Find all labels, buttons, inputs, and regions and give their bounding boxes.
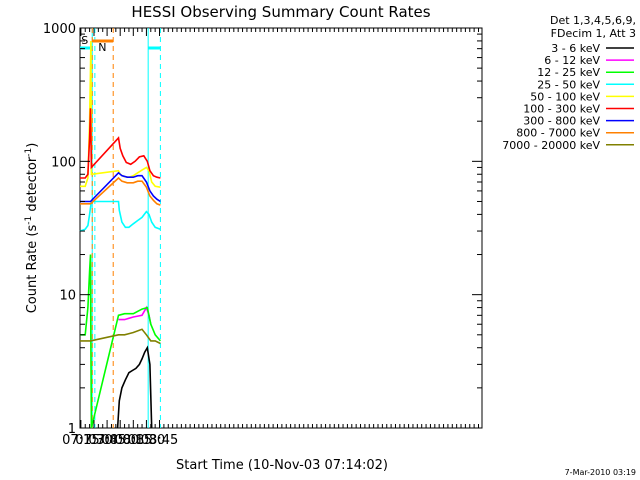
x-tick-label: 08:30 <box>128 433 165 448</box>
y-tick-label: 1000 <box>43 22 76 37</box>
series-line <box>79 200 161 232</box>
interval-markers: SN <box>80 28 161 428</box>
x-tick-label: 08:45 <box>141 433 178 448</box>
chart-title: HESSI Observing Summary Count Rates <box>131 3 430 21</box>
y-label-part: ) <box>25 143 40 148</box>
legend-entry-label: 3 - 6 keV <box>551 42 600 55</box>
legend-header-line: Det 1,3,4,5,6,9, <box>550 14 636 27</box>
series-line <box>80 176 161 206</box>
y-tick-label: 100 <box>51 155 76 170</box>
legend-entry-label: 300 - 800 keV <box>523 115 600 128</box>
y-tick-label: 1 <box>68 422 76 437</box>
plot-frame <box>79 27 483 429</box>
legend-entry-label: 800 - 7000 keV <box>516 127 600 140</box>
y-label-part: detector <box>25 156 40 216</box>
legend-entry-label: 12 - 25 keV <box>537 66 600 79</box>
legend-entry-label: 6 - 12 keV <box>544 54 600 67</box>
y-axis-label: Count Rate (s-1 detector-1) <box>24 143 40 314</box>
legend-entry-label: 100 - 300 keV <box>523 103 600 116</box>
series-line <box>80 108 161 179</box>
series-line <box>80 254 162 429</box>
legend-header-line: FDecim 1, Att 3 <box>551 27 636 40</box>
night-label: N <box>98 41 106 54</box>
series-line <box>80 171 161 203</box>
y-tick-label: 10 <box>59 289 76 304</box>
y-axis-ticks: 1 10 100 1000 <box>43 22 482 437</box>
x-tick-label: 07:45 <box>88 433 125 448</box>
legend: Det 1,3,4,5,6,9, FDecim 1, Att 3 3 - 6 k… <box>502 14 636 152</box>
series-line <box>118 305 152 325</box>
series-line <box>80 328 161 345</box>
x-tick-label: 07:15 <box>62 433 99 448</box>
series-line <box>116 345 153 429</box>
y-label-sup: -1 <box>24 148 34 157</box>
x-tick-label: 08:15 <box>115 433 152 448</box>
series-lines <box>79 40 162 429</box>
plot-border <box>79 27 483 429</box>
y-label-sup: -1 <box>24 216 34 225</box>
legend-entry-label: 7000 - 20000 keV <box>502 139 600 152</box>
legend-entry-label: 50 - 100 keV <box>530 90 600 103</box>
legend-entry-label: 25 - 50 keV <box>537 78 600 91</box>
footer-date: 7-Mar-2010 03:19 <box>565 468 636 477</box>
x-tick-label: 07:30 <box>75 433 112 448</box>
x-tick-label: 08:00 <box>101 433 138 448</box>
y-label-part: Count Rate (s <box>25 225 40 314</box>
x-axis-label: Start Time (10-Nov-03 07:14:02) <box>176 458 388 473</box>
